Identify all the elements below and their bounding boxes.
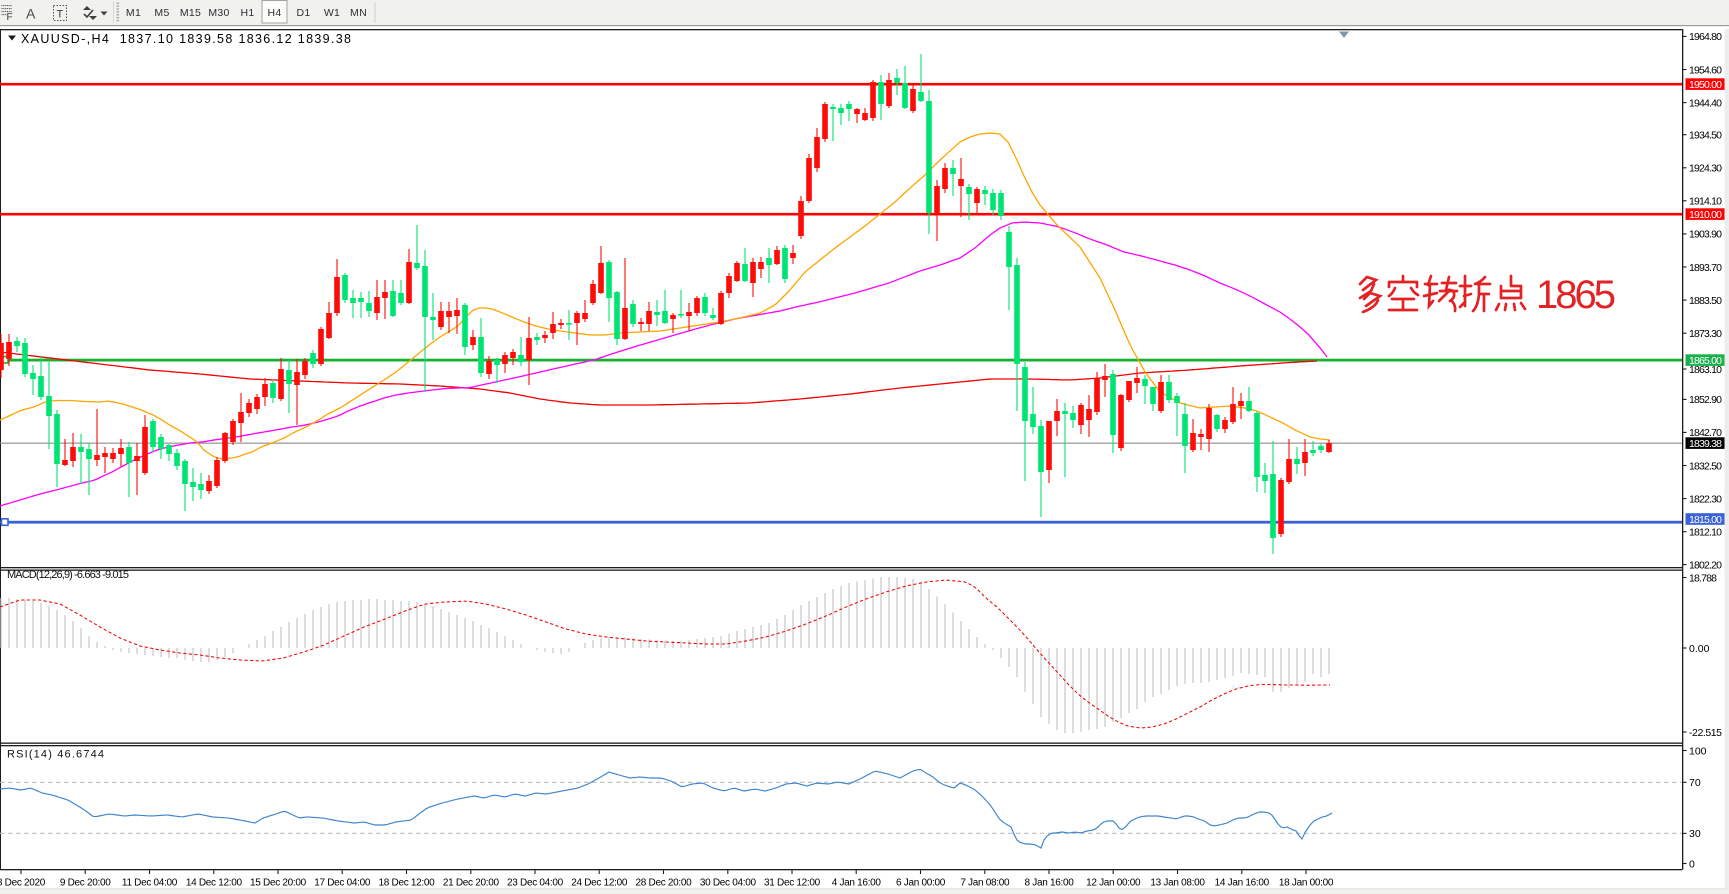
svg-text:M30: M30 xyxy=(208,7,229,19)
svg-text:18 Jan 00:00: 18 Jan 00:00 xyxy=(1279,878,1334,889)
svg-text:-22.515: -22.515 xyxy=(1689,727,1722,739)
svg-text:1914.10: 1914.10 xyxy=(1689,196,1722,208)
svg-text:24 Dec 12:00: 24 Dec 12:00 xyxy=(571,878,628,889)
svg-text:H4: H4 xyxy=(267,7,281,19)
svg-text:13 Jan 08:00: 13 Jan 08:00 xyxy=(1150,878,1205,889)
svg-text:1852.90: 1852.90 xyxy=(1689,394,1722,406)
svg-text:8 Jan 16:00: 8 Jan 16:00 xyxy=(1025,878,1075,889)
svg-text:1822.30: 1822.30 xyxy=(1689,493,1722,505)
svg-text:18 Dec 12:00: 18 Dec 12:00 xyxy=(379,878,436,889)
svg-text:30: 30 xyxy=(1689,828,1701,840)
svg-text:17 Dec 04:00: 17 Dec 04:00 xyxy=(314,878,371,889)
svg-text:1903.90: 1903.90 xyxy=(1689,229,1722,241)
svg-text:D1: D1 xyxy=(296,7,310,19)
svg-text:0.00: 0.00 xyxy=(1689,643,1710,655)
svg-text:XAUUSD-,H4 1837.10 1839.58 18: XAUUSD-,H4 1837.10 1839.58 1836.12 1839.… xyxy=(21,32,351,46)
svg-text:1964.80: 1964.80 xyxy=(1689,31,1722,43)
svg-text:1893.70: 1893.70 xyxy=(1689,262,1722,274)
svg-text:1863.10: 1863.10 xyxy=(1689,364,1722,376)
svg-text:1954.60: 1954.60 xyxy=(1689,64,1722,76)
svg-text:1865: 1865 xyxy=(1536,273,1616,317)
svg-text:11 Dec 04:00: 11 Dec 04:00 xyxy=(122,878,178,889)
svg-text:30 Dec 04:00: 30 Dec 04:00 xyxy=(700,878,757,889)
svg-text:1944.40: 1944.40 xyxy=(1689,97,1722,109)
svg-text:T: T xyxy=(57,9,64,21)
svg-text:1910.00: 1910.00 xyxy=(1689,209,1722,221)
svg-text:MN: MN xyxy=(350,7,367,19)
svg-text:23 Dec 04:00: 23 Dec 04:00 xyxy=(507,878,564,889)
svg-text:9 Dec 20:00: 9 Dec 20:00 xyxy=(60,878,111,889)
svg-text:7 Jan 08:00: 7 Jan 08:00 xyxy=(960,878,1010,889)
svg-text:14 Jan 16:00: 14 Jan 16:00 xyxy=(1215,878,1270,889)
svg-text:1865.00: 1865.00 xyxy=(1689,355,1722,367)
svg-text:18.788: 18.788 xyxy=(1689,572,1717,584)
svg-text:1839.38: 1839.38 xyxy=(1689,438,1722,450)
svg-text:100: 100 xyxy=(1689,745,1707,757)
svg-text:1842.70: 1842.70 xyxy=(1689,427,1722,439)
svg-text:F: F xyxy=(7,12,13,23)
svg-text:8 Dec 2020: 8 Dec 2020 xyxy=(0,878,46,889)
svg-text:W1: W1 xyxy=(324,7,340,19)
svg-text:21 Dec 20:00: 21 Dec 20:00 xyxy=(443,878,500,889)
svg-text:1924.30: 1924.30 xyxy=(1689,163,1722,175)
svg-text:1950.00: 1950.00 xyxy=(1689,79,1722,91)
svg-text:6 Jan 00:00: 6 Jan 00:00 xyxy=(896,878,946,889)
svg-text:1832.50: 1832.50 xyxy=(1689,460,1722,472)
svg-text:4 Jan 16:00: 4 Jan 16:00 xyxy=(832,878,882,889)
svg-text:A: A xyxy=(26,6,36,22)
svg-text:1812.10: 1812.10 xyxy=(1689,527,1722,539)
svg-text:H1: H1 xyxy=(240,7,254,19)
svg-text:MACD(12,26,9) -6.663 -9.015: MACD(12,26,9) -6.663 -9.015 xyxy=(7,569,129,581)
svg-text:14 Dec 12:00: 14 Dec 12:00 xyxy=(186,878,243,889)
svg-text:M1: M1 xyxy=(126,7,141,19)
svg-text:M15: M15 xyxy=(180,7,201,19)
svg-text:0: 0 xyxy=(1689,858,1695,870)
svg-text:31 Dec 12:00: 31 Dec 12:00 xyxy=(764,878,821,889)
svg-text:70: 70 xyxy=(1689,777,1701,789)
svg-text:1883.50: 1883.50 xyxy=(1689,295,1722,307)
svg-text:28 Dec 20:00: 28 Dec 20:00 xyxy=(636,878,693,889)
svg-text:M5: M5 xyxy=(154,7,169,19)
svg-text:RSI(14) 46.6744: RSI(14) 46.6744 xyxy=(7,749,104,761)
svg-text:1802.20: 1802.20 xyxy=(1689,559,1722,571)
svg-text:12 Jan 00:00: 12 Jan 00:00 xyxy=(1086,878,1141,889)
svg-text:1815.00: 1815.00 xyxy=(1689,514,1722,526)
svg-text:15 Dec 20:00: 15 Dec 20:00 xyxy=(250,878,307,889)
svg-text:1934.50: 1934.50 xyxy=(1689,130,1722,142)
svg-text:1873.30: 1873.30 xyxy=(1689,328,1722,340)
